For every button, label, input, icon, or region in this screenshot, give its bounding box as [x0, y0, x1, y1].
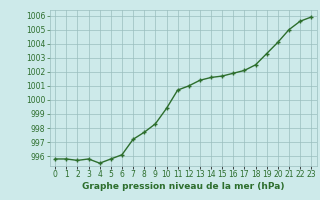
- X-axis label: Graphe pression niveau de la mer (hPa): Graphe pression niveau de la mer (hPa): [82, 182, 284, 191]
